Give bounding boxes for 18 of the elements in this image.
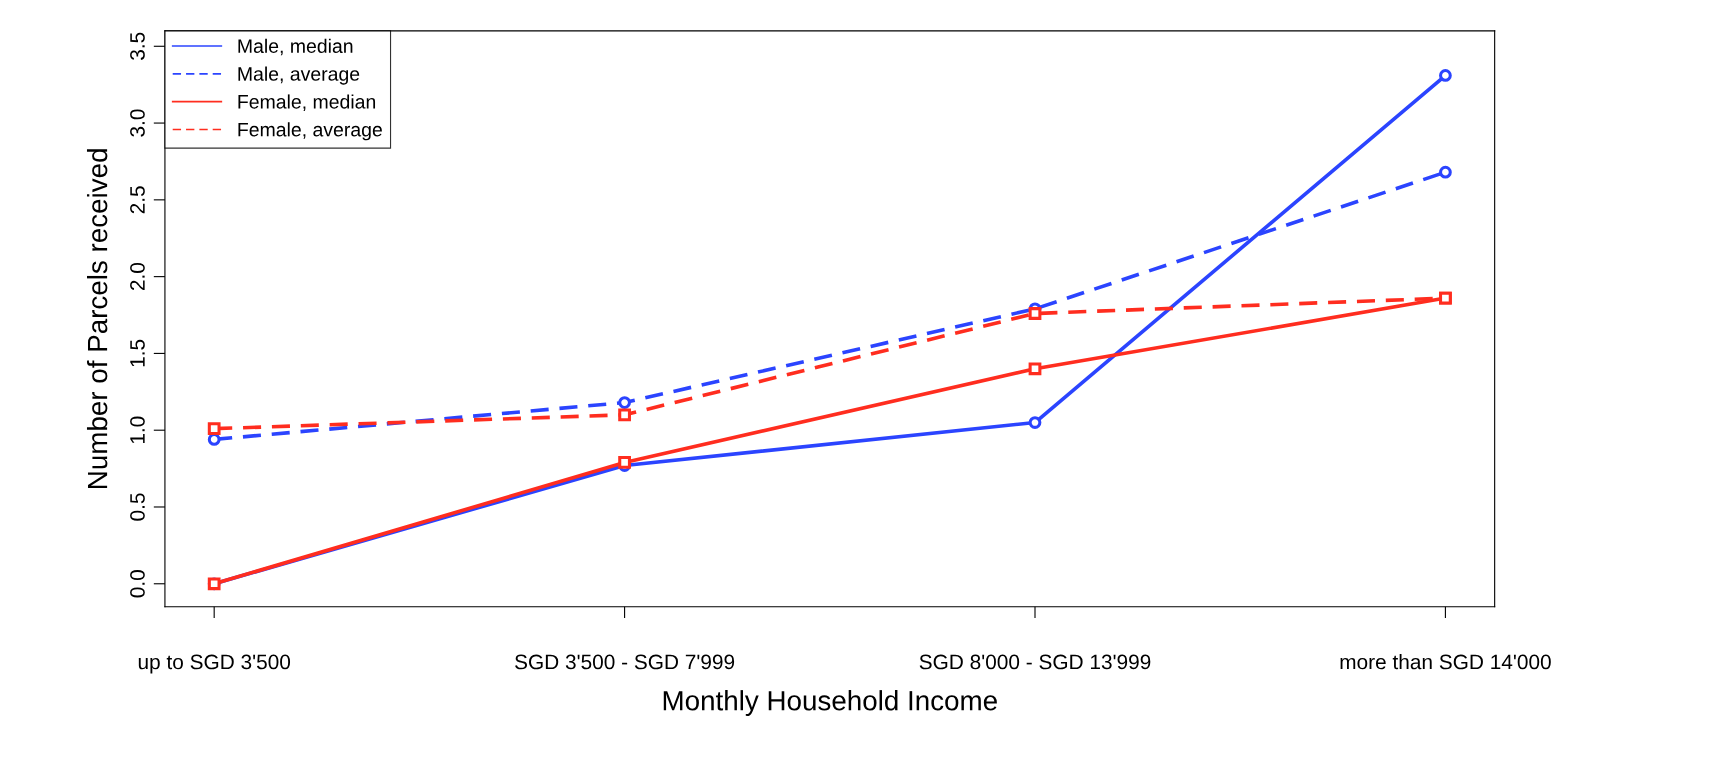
y-tick-label: 2.5	[130, 186, 145, 214]
x-axis-title: Monthly Household Income	[663, 690, 997, 717]
y-axis-title: Number of Parcels received	[86, 149, 108, 488]
y-tick-label: 2.0	[130, 262, 145, 291]
y-tick-label: 1.0	[130, 416, 145, 444]
y-tick-label: 0.0	[130, 570, 145, 598]
legend-label: Male, average	[238, 66, 360, 85]
x-tick-label: more than SGD 14'000	[1340, 654, 1551, 670]
y-tick-label: 3.5	[130, 32, 145, 60]
y-tick-label: 3.0	[130, 109, 145, 137]
legend-label: Female, median	[238, 94, 376, 111]
legend-label: Male, median	[238, 38, 353, 56]
y-tick-label: 1.5	[130, 339, 145, 367]
x-tick-label: up to SGD 3'500	[138, 654, 291, 674]
y-tick-label: 0.5	[130, 493, 145, 521]
x-tick-label: SGD 8'000 - SGD 13'999	[919, 654, 1151, 670]
legend-label: Female, average	[238, 122, 382, 141]
x-tick-label: SGD 3'500 - SGD 7'999	[515, 654, 735, 670]
